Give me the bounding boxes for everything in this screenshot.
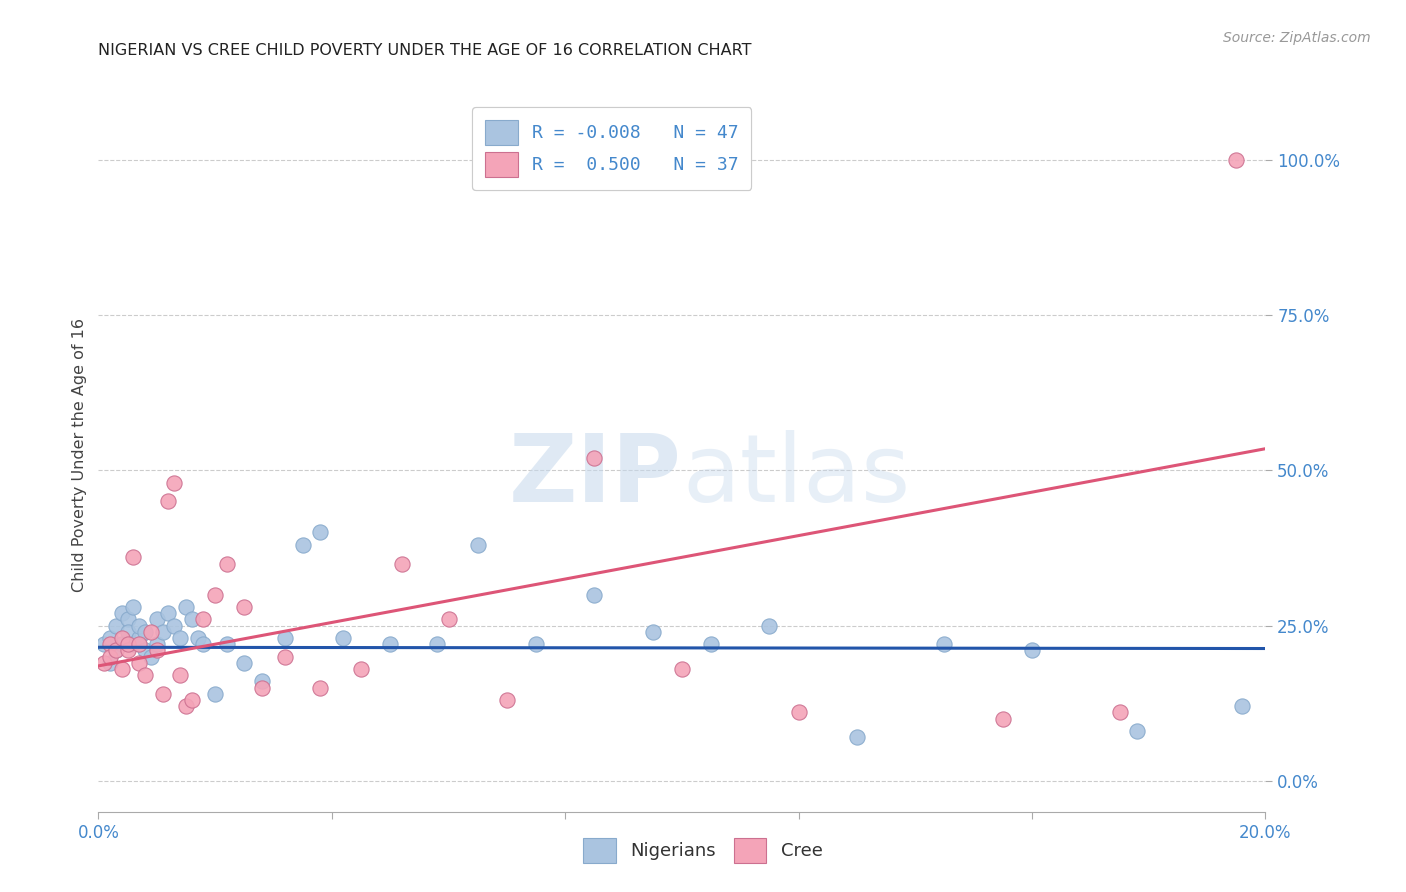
Point <box>117 637 139 651</box>
Legend: Nigerians, Cree: Nigerians, Cree <box>572 827 834 874</box>
Point <box>758 618 780 632</box>
Point <box>583 588 606 602</box>
Point <box>180 612 202 626</box>
Point <box>250 674 273 689</box>
Point <box>139 624 162 639</box>
Point <box>157 606 180 620</box>
Point <box>128 618 150 632</box>
Point <box>583 450 606 465</box>
Point <box>134 668 156 682</box>
Point <box>204 588 226 602</box>
Point <box>1225 153 1247 168</box>
Point <box>1108 706 1130 720</box>
Point <box>700 637 723 651</box>
Point <box>128 637 150 651</box>
Point <box>117 612 139 626</box>
Y-axis label: Child Poverty Under the Age of 16: Child Poverty Under the Age of 16 <box>72 318 87 592</box>
Point <box>93 656 115 670</box>
Point <box>146 637 169 651</box>
Point <box>309 525 332 540</box>
Point <box>1230 699 1253 714</box>
Point <box>146 612 169 626</box>
Point <box>524 637 547 651</box>
Point <box>169 668 191 682</box>
Point <box>233 599 256 614</box>
Point <box>117 643 139 657</box>
Point <box>671 662 693 676</box>
Point <box>641 624 664 639</box>
Legend: R = -0.008   N = 47, R =  0.500   N = 37: R = -0.008 N = 47, R = 0.500 N = 37 <box>472 107 751 190</box>
Point <box>93 637 115 651</box>
Point <box>180 693 202 707</box>
Point <box>98 631 121 645</box>
Point <box>204 687 226 701</box>
Point <box>1126 724 1149 739</box>
Point <box>163 618 186 632</box>
Text: Source: ZipAtlas.com: Source: ZipAtlas.com <box>1223 31 1371 45</box>
Point <box>111 637 134 651</box>
Point <box>845 731 868 745</box>
Point <box>111 631 134 645</box>
Point <box>174 599 197 614</box>
Point <box>104 618 127 632</box>
Point <box>157 494 180 508</box>
Point <box>169 631 191 645</box>
Point <box>134 624 156 639</box>
Point <box>934 637 956 651</box>
Point <box>233 656 256 670</box>
Point <box>274 649 297 664</box>
Point <box>193 612 215 626</box>
Point <box>122 637 145 651</box>
Point <box>111 662 134 676</box>
Point <box>378 637 402 651</box>
Point <box>274 631 297 645</box>
Point <box>128 656 150 670</box>
Point <box>104 643 127 657</box>
Text: atlas: atlas <box>682 430 910 523</box>
Point <box>98 656 121 670</box>
Point <box>350 662 373 676</box>
Point <box>467 538 489 552</box>
Point <box>174 699 197 714</box>
Point <box>309 681 332 695</box>
Point <box>391 557 413 571</box>
Point <box>122 599 145 614</box>
Point <box>193 637 215 651</box>
Text: NIGERIAN VS CREE CHILD POVERTY UNDER THE AGE OF 16 CORRELATION CHART: NIGERIAN VS CREE CHILD POVERTY UNDER THE… <box>98 43 752 58</box>
Point <box>332 631 354 645</box>
Point <box>146 643 169 657</box>
Point <box>152 687 174 701</box>
Point <box>152 624 174 639</box>
Point <box>291 538 314 552</box>
Point <box>98 649 121 664</box>
Point <box>187 631 209 645</box>
Point <box>134 643 156 657</box>
Point <box>117 624 139 639</box>
Point <box>426 637 449 651</box>
Point <box>250 681 273 695</box>
Point <box>98 637 121 651</box>
Point <box>139 649 162 664</box>
Point <box>215 557 238 571</box>
Point <box>1021 643 1043 657</box>
Text: ZIP: ZIP <box>509 430 682 523</box>
Point <box>787 706 810 720</box>
Point <box>163 475 186 490</box>
Point <box>104 643 127 657</box>
Point <box>215 637 238 651</box>
Point <box>991 712 1014 726</box>
Point <box>437 612 460 626</box>
Point <box>111 606 134 620</box>
Point <box>495 693 517 707</box>
Point <box>128 631 150 645</box>
Point <box>122 550 145 565</box>
